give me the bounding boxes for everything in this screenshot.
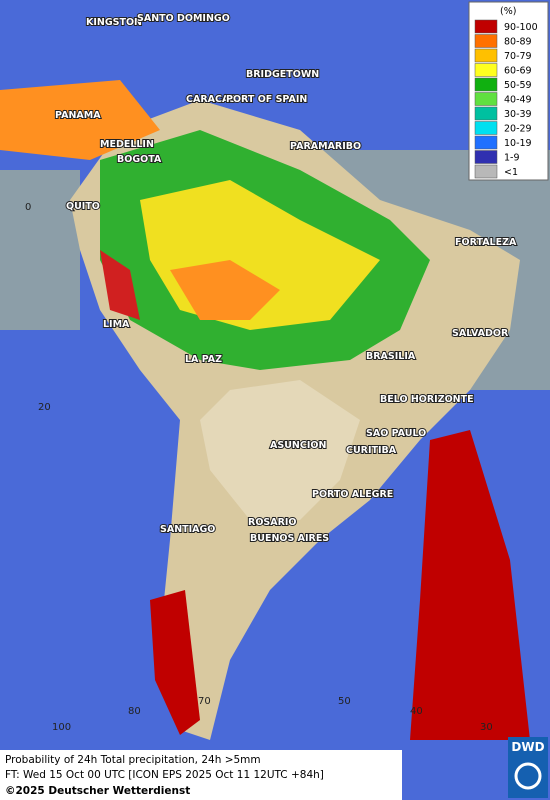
city-label: ASUNCION [270,440,326,451]
grid-label: 20 [38,402,51,413]
grid-label: 0 [25,202,31,213]
city-label: ROSARIO [248,517,297,528]
city-label: SALVADOR [452,328,509,339]
legend-label: <1 [504,167,518,178]
city-label: QUITO [66,201,100,212]
legend-swatch [474,92,498,106]
city-label: BUENOS AIRES [250,533,329,544]
legend-unit: (%) [500,6,516,17]
city-label: LA PAZ [185,354,222,365]
legend-label: 40-49 [504,95,532,106]
city-label: CARACAS [186,94,236,105]
city-label: SAO PAULO [366,428,426,439]
footer-line: FT: Wed 15 Oct 00 UTC [ICON EPS 2025 Oct… [5,769,324,781]
legend-label: 10-19 [504,138,532,149]
footer-line: Probability of 24h Total precipitation, … [5,754,261,766]
logo-text: DWD [511,740,544,754]
legend-swatch [474,150,498,164]
legend-swatch [474,48,498,63]
footer-box [0,750,402,800]
city-label: FORTALEZA [455,237,517,248]
city-label: SANTIAGO [160,524,215,535]
legend-swatch [474,121,498,135]
legend-swatch [474,77,498,92]
legend-label: 30-39 [504,109,532,120]
grid-label: 70 [198,696,211,707]
legend-label: 80-89 [504,37,532,48]
legend-label: 70-79 [504,51,532,62]
footer: Probability of 24h Total precipitation, … [0,750,402,800]
dwd-logo: DWD [508,737,548,798]
grid-label: 80 [128,706,141,717]
logo-swirl [514,762,542,790]
city-label: LIMA [103,319,130,330]
city-label: PARAMARIBO [290,141,361,152]
grid-label: 100 [52,722,71,733]
grid-label: 40 [410,706,423,717]
city-label: MEDELLIN [100,139,154,150]
city-label: BELO HORIZONTE [380,394,474,405]
legend-swatch [474,164,498,179]
legend-label: 60-69 [504,66,532,77]
legend-swatch [474,34,498,48]
legend-label: 50-59 [504,80,532,91]
city-label: PORT OF SPAIN [226,94,307,105]
legend-swatch [474,135,498,150]
legend-swatch [474,106,498,121]
legend-label: 90-100 [504,22,538,33]
legend: (%) 90-100 80-89 70-79 60-69 50-59 40-49 30-39… [468,1,549,181]
city-label: BOGOTA [117,154,162,165]
city-labels: KINGSTON SANTO DOMINGO BRIDGETOWN CARACA… [54,12,518,545]
city-label: KINGSTON [86,17,142,28]
footer-copyright: ©2025 Deutscher Wetterdienst [5,785,190,797]
city-label: SANTO DOMINGO [137,13,230,24]
legend-label: 20-29 [504,124,532,135]
legend-swatch [474,19,498,34]
city-label: PANAMA [55,110,101,121]
grid-labels: 0 20 100 80 70 50 40 30 [25,202,493,733]
city-label: PORTO ALEGRE [312,489,393,500]
city-label: BRASILIA [366,351,416,362]
legend-swatch [474,63,498,77]
city-label: CURITIBA [346,445,397,456]
city-label: BRIDGETOWN [246,69,319,80]
grid-label: 50 [338,696,351,707]
legend-label: 1-9 [504,153,520,164]
grid-label: 30 [480,722,493,733]
